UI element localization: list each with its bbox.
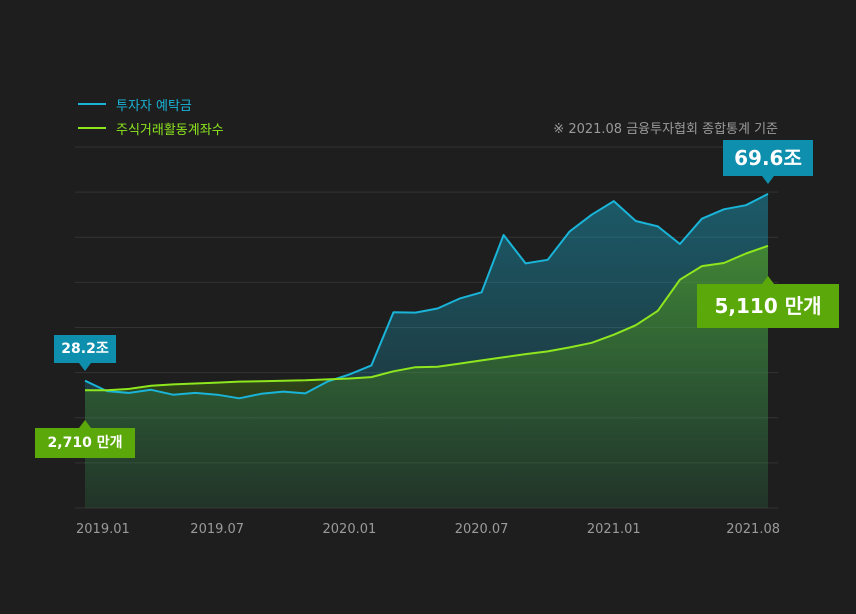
x-axis-ticks: 2019.01 2019.07 2020.01 2020.07 2021.01 2021.… — [76, 522, 780, 537]
data-point-deposit — [217, 394, 218, 395]
data-point-deposit — [305, 393, 306, 394]
data-point-deposit — [415, 312, 416, 313]
data-point-deposit — [437, 308, 438, 309]
data-point-deposit — [85, 380, 86, 381]
data-point-deposit — [283, 391, 284, 392]
data-point-deposit — [547, 259, 548, 260]
data-point-deposit — [239, 398, 240, 399]
legend-label-deposit: 투자자 예탁금 — [116, 98, 192, 114]
area-fills — [85, 193, 768, 509]
data-point-accounts — [283, 380, 284, 381]
data-point-deposit — [768, 193, 769, 194]
data-point-accounts — [723, 262, 724, 263]
legend-item-accounts: 주식거래활동계좌수 — [78, 116, 224, 140]
x-tick-label: 2019.01 — [76, 522, 130, 537]
data-point-deposit — [151, 389, 152, 390]
callout-accounts-end: 5,110 만개 — [697, 275, 839, 328]
area-accounts — [85, 245, 768, 509]
data-point-accounts — [437, 366, 438, 367]
data-point-accounts — [107, 390, 108, 391]
data-point-accounts — [459, 363, 460, 364]
legend-swatch-deposit — [78, 103, 106, 105]
data-point-deposit — [701, 218, 702, 219]
x-tick-label: 2021.08 — [726, 522, 780, 537]
data-point-accounts — [393, 371, 394, 372]
data-point-accounts — [151, 385, 152, 386]
data-point-deposit — [591, 214, 592, 215]
data-point-accounts — [327, 379, 328, 380]
data-point-accounts — [85, 390, 86, 391]
data-point-accounts — [239, 381, 240, 382]
legend-label-accounts: 주식거래활동계좌수 — [116, 122, 224, 138]
callout-deposit-end: 69.6조 — [723, 139, 813, 184]
legend-swatch-accounts — [78, 127, 106, 129]
data-point-accounts — [481, 360, 482, 361]
x-tick-label: 2020.07 — [455, 522, 509, 537]
data-point-accounts — [349, 378, 350, 379]
data-point-accounts — [195, 383, 196, 384]
data-point-deposit — [195, 392, 196, 393]
data-point-deposit — [261, 393, 262, 394]
data-point-accounts — [768, 245, 769, 246]
series-lines — [84, 193, 769, 400]
data-point-deposit — [173, 394, 174, 395]
data-point-deposit — [349, 374, 350, 375]
data-point-deposit — [503, 234, 504, 235]
data-point-deposit — [393, 312, 394, 313]
data-point-deposit — [569, 231, 570, 232]
data-point-deposit — [679, 244, 680, 245]
data-point-accounts — [415, 367, 416, 368]
data-point-accounts — [371, 377, 372, 378]
data-point-accounts — [635, 325, 636, 326]
data-point-accounts — [679, 279, 680, 280]
callout-accounts-start: 2,710 만개 — [35, 420, 135, 459]
series-line-deposit — [84, 193, 769, 400]
data-point-accounts — [173, 384, 174, 385]
data-point-accounts — [657, 310, 658, 311]
x-tick-label: 2019.07 — [190, 522, 244, 537]
data-point-deposit — [745, 205, 746, 206]
data-point-deposit — [371, 365, 372, 366]
data-point-deposit — [613, 201, 614, 202]
data-point-accounts — [613, 334, 614, 335]
data-point-accounts — [525, 354, 526, 355]
data-point-accounts — [547, 351, 548, 352]
legend-item-deposit: 투자자 예탁금 — [78, 92, 224, 116]
data-point-deposit — [459, 298, 460, 299]
legend: 투자자 예탁금 주식거래활동계좌수 — [78, 92, 224, 140]
data-point-accounts — [745, 253, 746, 254]
data-point-accounts — [217, 382, 218, 383]
data-point-accounts — [569, 347, 570, 348]
data-point-accounts — [305, 380, 306, 381]
data-point-deposit — [327, 381, 328, 382]
data-point-deposit — [129, 392, 130, 393]
x-tick-label: 2020.01 — [323, 522, 377, 537]
source-note: ※ 2021.08 금융투자협회 종합통계 기준 — [553, 122, 778, 137]
data-point-accounts — [701, 266, 702, 267]
data-point-accounts — [591, 342, 592, 343]
data-point-deposit — [657, 226, 658, 227]
data-point-accounts — [503, 357, 504, 358]
data-point-deposit — [481, 292, 482, 293]
data-point-deposit — [723, 209, 724, 210]
callout-deposit-start: 28.2조 — [54, 334, 116, 371]
data-point-deposit — [525, 263, 526, 264]
data-point-accounts — [261, 381, 262, 382]
x-tick-label: 2021.01 — [587, 522, 641, 537]
data-point-deposit — [635, 221, 636, 222]
series-line-accounts — [85, 244, 769, 392]
data-point-accounts — [129, 388, 130, 389]
